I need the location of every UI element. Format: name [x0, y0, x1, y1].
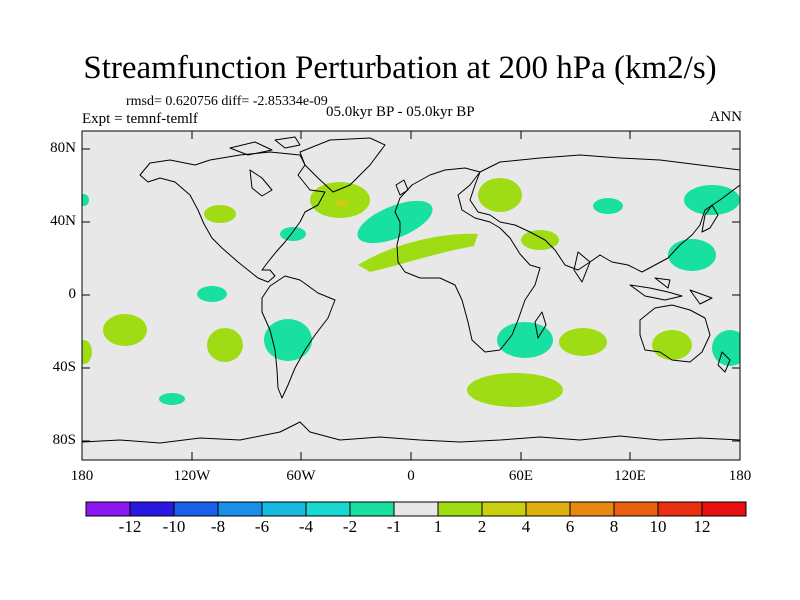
colorbar-box	[657, 501, 703, 517]
lat-label-40s: 40S	[52, 359, 76, 375]
colorbar-box	[701, 501, 747, 517]
hudson-bay	[249, 169, 273, 197]
lon-label-60w: 60W	[286, 468, 316, 484]
arctic-islands	[229, 136, 301, 156]
lat-label-0: 0	[68, 286, 77, 302]
map-background	[82, 131, 740, 460]
stats-text: rmsd= 0.620756 diff= -2.85334e-09	[126, 94, 328, 109]
colorbar-label: 10	[649, 517, 667, 536]
experiment-label: Expt = temnf-temlf	[82, 111, 198, 127]
blob-south-pacific-neg	[159, 393, 185, 405]
antarctica-coast	[82, 421, 740, 444]
europe-africa-coast	[394, 167, 541, 353]
blob-central-asia-neg	[593, 198, 623, 214]
blob-n-pacific-east	[204, 205, 236, 223]
new-zealand	[717, 351, 731, 373]
blob-atlantic-neg	[357, 200, 433, 244]
lon-label-60e: 60E	[508, 468, 534, 484]
blob-s-indian	[467, 373, 563, 407]
british-isles	[395, 179, 409, 196]
lat-label-80s: 80S	[52, 432, 76, 448]
colorbar-label: -10	[162, 517, 186, 536]
blob-nz-neg	[712, 330, 740, 366]
blob-e-pacific-neg	[197, 286, 227, 302]
colorbar-label: 1	[433, 517, 443, 536]
colorbar-label: -4	[298, 517, 314, 536]
lon-label-0: 0	[407, 468, 415, 484]
colorbar-box	[305, 501, 351, 517]
anomaly-blobs	[82, 178, 740, 407]
colorbar-box	[85, 501, 131, 517]
blob-arabia	[521, 230, 559, 250]
greenland-coast	[299, 137, 386, 193]
lon-label-180w: 180	[70, 468, 94, 484]
colorbar-box	[129, 501, 175, 517]
colorbar-label: 12	[693, 517, 711, 536]
lat-label-40n: 40N	[50, 213, 76, 229]
map-title: Streamfunction Perturbation at 200 hPa (…	[83, 50, 717, 86]
south-america-coast	[261, 275, 336, 399]
blob-n-atlantic-core	[336, 199, 348, 207]
colorbar-box	[613, 501, 659, 517]
blob-europe	[478, 178, 522, 212]
japan	[701, 204, 719, 233]
indonesia	[629, 277, 713, 305]
colorbar	[85, 501, 747, 517]
colorbar-label: -2	[342, 517, 358, 536]
colorbar-label: 6	[565, 517, 575, 536]
period-label: 05.0kyr BP - 05.0kyr BP	[326, 104, 475, 120]
asia-coast	[469, 154, 740, 273]
blob-w-pacific-neg	[668, 239, 716, 271]
season-label: ANN	[709, 109, 743, 125]
madagascar	[534, 311, 547, 339]
blob-australia	[652, 330, 692, 360]
blob-s-pacific-east	[207, 328, 243, 362]
colorbar-box	[393, 501, 439, 517]
axis-ticks	[81, 131, 741, 460]
colorbar-label: 8	[609, 517, 619, 536]
colorbar-box	[437, 501, 483, 517]
colorbar-label: 4	[521, 517, 531, 536]
lon-label-120e: 120E	[614, 468, 646, 484]
blob-dateline-north	[82, 194, 89, 206]
blob-us-east-neg	[280, 227, 306, 241]
blob-s-america-neg	[264, 319, 312, 361]
colorbar-label: -8	[210, 517, 226, 536]
australia-coast	[639, 304, 711, 363]
colorbar-label: 2	[477, 517, 487, 536]
lon-label-120w: 120W	[173, 468, 211, 484]
blob-s-indian-east	[559, 328, 607, 356]
colorbar-label: -1	[386, 517, 402, 536]
lon-label-180e: 180	[728, 468, 752, 484]
colorbar-label: -6	[254, 517, 270, 536]
blob-s-africa-neg	[497, 322, 553, 358]
coastlines	[82, 136, 740, 444]
colorbar-box	[173, 501, 219, 517]
colorbar-box	[349, 501, 395, 517]
colorbar-box	[261, 501, 307, 517]
blob-s-pacific-west	[103, 314, 147, 346]
blob-nw-pacific-neg	[684, 185, 740, 215]
colorbar-box	[525, 501, 571, 517]
india	[573, 251, 591, 283]
blob-sahara	[358, 233, 478, 272]
colorbar-label: -12	[118, 517, 142, 536]
blob-dateline-edge	[82, 340, 92, 364]
colorbar-box	[481, 501, 527, 517]
colorbar-box	[569, 501, 615, 517]
colorbar-box	[217, 501, 263, 517]
lat-label-80n: 80N	[50, 140, 76, 156]
